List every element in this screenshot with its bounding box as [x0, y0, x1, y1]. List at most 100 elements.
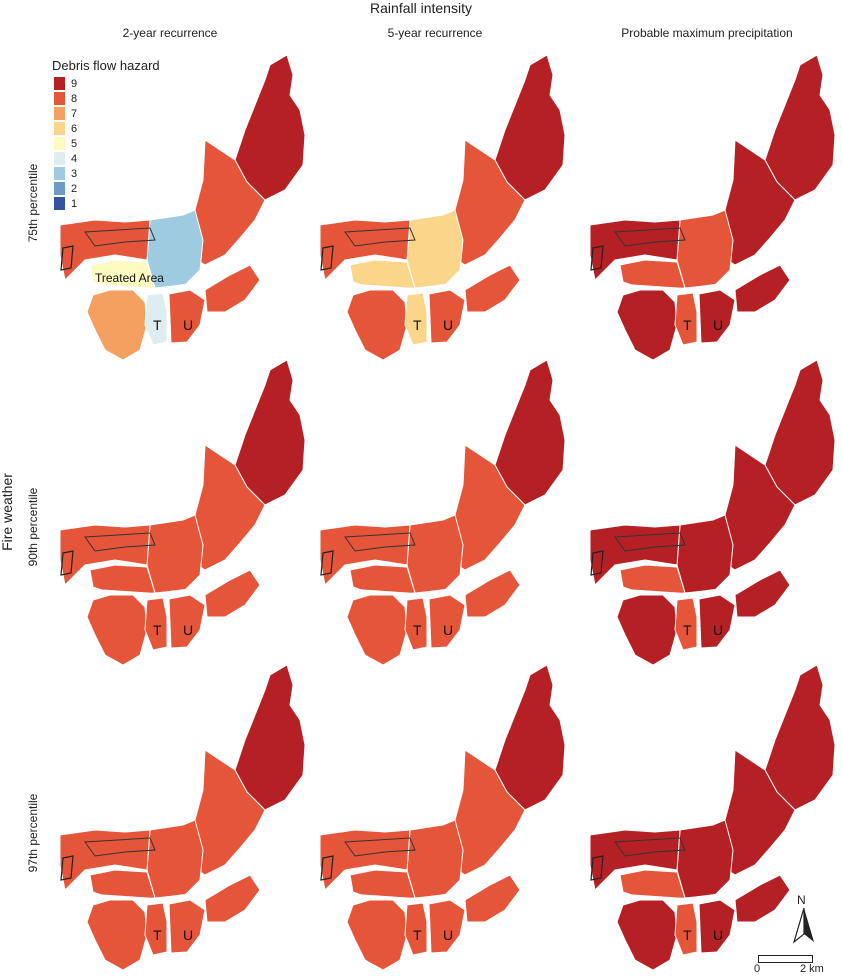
basin-t-label: T	[683, 317, 692, 333]
basin-south-west	[346, 594, 408, 666]
basin-u-label: U	[443, 317, 453, 333]
basin-ne-arm	[494, 54, 565, 201]
parcel-outline	[60, 855, 74, 881]
basin-south-west	[616, 594, 678, 666]
basin-west	[589, 524, 681, 587]
legend-swatch	[54, 107, 65, 120]
parcel-outline	[320, 245, 334, 271]
scale-end-label: 2 km	[800, 963, 824, 975]
legend-item: 5	[52, 136, 192, 151]
basin-basin-t	[144, 292, 168, 346]
basin-u-label: U	[443, 622, 453, 638]
legend-swatch	[54, 182, 65, 195]
basin-east-south	[734, 569, 791, 618]
basin-basin-t	[144, 902, 168, 956]
legend-swatch	[54, 77, 65, 90]
legend-label: 1	[71, 197, 78, 210]
basin-u-label: U	[443, 927, 453, 943]
legend-label: 3	[71, 167, 78, 180]
stream-channel	[324, 514, 535, 598]
basin-center-north	[676, 514, 734, 594]
stream-channel	[64, 819, 275, 903]
legend-swatch	[54, 92, 65, 105]
parcel-outline	[60, 550, 74, 576]
figure-title: Rainfall intensity	[370, 0, 472, 16]
basin-t-label: T	[153, 927, 162, 943]
parcel-outline	[320, 550, 334, 576]
basin-center-north	[676, 209, 734, 289]
legend-item: 6	[52, 121, 192, 136]
basin-west	[319, 219, 411, 282]
legend-label: 8	[71, 92, 78, 105]
basin-t-label: T	[153, 622, 162, 638]
basin-south-west	[86, 289, 148, 361]
legend-swatch	[54, 137, 65, 150]
row-label-97th: 97th percentile	[26, 793, 40, 873]
legend-item: 7	[52, 106, 192, 121]
basin-east-south	[464, 569, 521, 618]
north-label: N	[797, 893, 806, 907]
basin-basin-u	[698, 289, 736, 344]
legend-item: 8	[52, 91, 192, 106]
legend-items: 9 8 7 6 5 4 3 2 1	[52, 76, 192, 211]
basin-t-label: T	[413, 317, 422, 333]
basin-west	[589, 829, 681, 892]
treated-area-outline	[84, 227, 156, 247]
basin-center-north	[406, 209, 464, 289]
row-label-75th: 75th percentile	[26, 163, 40, 243]
basin-ne-arm	[494, 664, 565, 811]
legend-label: 7	[71, 107, 78, 120]
basin-ne-arm	[764, 54, 835, 201]
legend-label: 2	[71, 182, 78, 195]
legend-title: Debris flow hazard	[52, 58, 160, 73]
column-title-2-year: 2-year recurrence	[122, 26, 218, 40]
basin-east-south	[734, 874, 791, 923]
basin-south-west	[616, 899, 678, 971]
basin-basin-t	[674, 597, 698, 651]
basin-ne-arm	[764, 359, 835, 506]
legend-label: 4	[71, 152, 78, 165]
basin-south-west	[616, 289, 678, 361]
basin-basin-u	[698, 899, 736, 954]
legend-swatch	[54, 122, 65, 135]
basin-east-south	[464, 874, 521, 923]
legend-label: 5	[71, 137, 78, 150]
basin-basin-t	[404, 292, 428, 346]
basin-east-south	[204, 569, 261, 618]
treated-area-outline	[344, 837, 416, 857]
basin-south-west	[86, 594, 148, 666]
basin-ne-arm	[764, 664, 835, 811]
basin-ne-arm	[494, 359, 565, 506]
basin-basin-u	[698, 594, 736, 649]
north-arrow-icon	[792, 908, 814, 944]
basin-u-label: U	[183, 622, 193, 638]
basin-basin-t	[404, 597, 428, 651]
legend: Debris flow hazard 9 8 7 6 5 4 3 2 1	[52, 58, 192, 211]
basin-center-north	[406, 514, 464, 594]
parcel-outline	[60, 245, 74, 271]
treated-area-outline	[84, 837, 156, 857]
basin-east-south	[204, 874, 261, 923]
legend-item: 9	[52, 76, 192, 91]
treated-area-outline	[344, 227, 416, 247]
column-title-5-year: 5-year recurrence	[387, 26, 483, 40]
basin-basin-t	[404, 902, 428, 956]
basin-t-label: T	[153, 317, 162, 333]
parcel-outline	[590, 550, 604, 576]
basin-basin-t	[674, 292, 698, 346]
legend-label: 6	[71, 122, 78, 135]
parcel-outline	[320, 855, 334, 881]
stream-channel	[594, 514, 805, 598]
legend-label: 9	[71, 77, 78, 90]
basin-west	[59, 829, 151, 892]
legend-swatch	[54, 167, 65, 180]
basin-basin-u	[428, 899, 466, 954]
stream-channel	[64, 514, 275, 598]
basin-west	[589, 219, 681, 282]
basin-east-south	[734, 264, 791, 313]
